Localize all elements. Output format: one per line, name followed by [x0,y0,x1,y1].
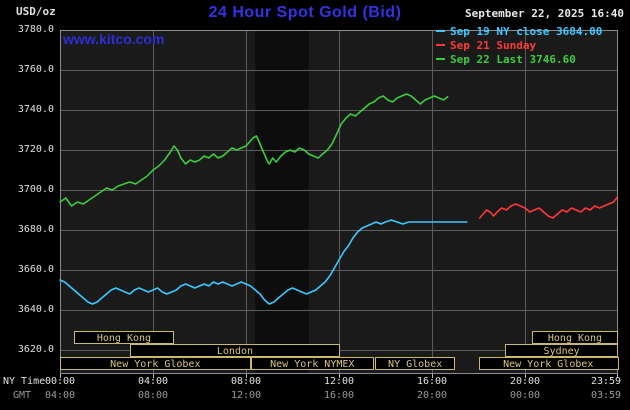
session-box [60,357,251,370]
session-box [479,357,619,370]
y-tick-label: 3720.0 [17,144,54,155]
legend-label: Sep 21 Sunday [450,38,537,52]
y-tick-label: 3700.0 [17,184,54,195]
x-tick-ny-label: 23:59 [590,376,622,387]
x-tick-gmt-label: 20:00 [416,390,448,401]
legend-label: Sep 22 Last 3746.60 [450,52,576,66]
x-tick-gmt-label: 03:59 [590,390,622,401]
session-label: New York Globex [110,359,200,370]
ny-time-axis-label: NY Time [3,376,46,387]
session-label: Hong Kong [97,333,151,344]
x-tick-gmt-label: 12:00 [230,390,262,401]
kitco-watermark-link[interactable]: www.kitco.com [63,31,165,47]
session-label: New York Globex [503,359,593,370]
x-tick-ny-label: 04:00 [137,376,169,387]
legend-label: Sep 19 NY close 3684.00 [450,24,603,38]
datetime-label: September 22, 2025 16:40 [465,7,624,20]
legend-row: Sep 19 NY close 3684.00 [436,24,602,38]
x-tick-gmt-label: 08:00 [137,390,169,401]
y-tick-label: 3760.0 [17,64,54,75]
gmt-axis-label: GMT [13,390,32,401]
session-box [251,357,374,370]
session-label: NY Globex [388,359,442,370]
session-box [532,331,618,344]
session-label: Hong Kong [548,333,602,344]
legend-dash-icon [436,58,445,60]
chart-legend: Sep 19 NY close 3684.00 Sep 21 Sunday Sep … [436,24,602,66]
y-tick-label: 3740.0 [17,104,54,115]
page-title: 24 Hour Spot Gold (Bid) [208,4,402,21]
series-line-0 [59,93,449,207]
y-tick-label: 3640.0 [17,304,54,315]
session-label: Sydney [544,346,580,357]
x-tick-ny-label: 00:00 [44,376,76,387]
session-label: London [217,346,253,357]
series-line-2 [478,196,619,219]
x-tick-gmt-label: 00:00 [509,390,541,401]
y-tick-label: 3620.0 [17,344,54,355]
x-tick-gmt-label: 04:00 [44,390,76,401]
x-tick-ny-label: 16:00 [416,376,448,387]
shaded-band [255,30,309,374]
x-tick-ny-label: 20:00 [509,376,541,387]
x-tick-gmt-label: 16:00 [323,390,355,401]
legend-dash-icon [436,44,445,46]
session-box [505,344,618,357]
session-label: New York NYMEX [270,359,354,370]
x-tick-ny-label: 12:00 [323,376,355,387]
series-line-1 [59,219,468,305]
y-tick-label: 3660.0 [17,264,54,275]
session-box [130,344,340,357]
legend-dash-icon [436,30,445,32]
legend-row: Sep 21 Sunday [436,38,602,52]
y-tick-label: 3680.0 [17,224,54,235]
units-label: USD/oz [16,5,56,18]
y-tick-label: 3780.0 [17,24,54,35]
legend-row: Sep 22 Last 3746.60 [436,52,602,66]
session-box [375,357,455,370]
session-box [74,331,174,344]
x-tick-ny-label: 08:00 [230,376,262,387]
